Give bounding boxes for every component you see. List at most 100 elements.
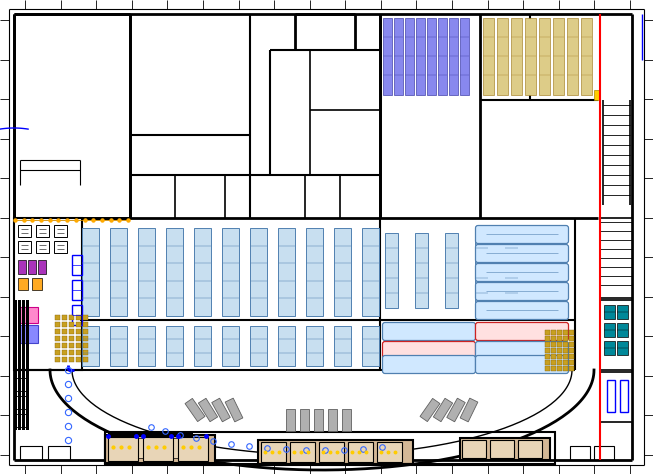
Bar bbox=[511, 18, 522, 95]
Bar bbox=[69, 322, 74, 327]
Bar bbox=[385, 233, 398, 308]
Bar bbox=[328, 409, 336, 431]
Bar bbox=[334, 326, 351, 366]
Bar bbox=[16, 378, 28, 391]
Bar bbox=[563, 348, 568, 353]
Bar bbox=[415, 233, 428, 308]
Bar bbox=[83, 329, 88, 334]
Bar bbox=[76, 329, 81, 334]
Bar bbox=[563, 330, 568, 335]
Bar bbox=[212, 398, 231, 422]
Bar bbox=[62, 350, 67, 355]
Bar bbox=[76, 357, 81, 362]
FancyBboxPatch shape bbox=[475, 356, 569, 374]
Bar bbox=[475, 233, 488, 308]
Bar bbox=[604, 305, 615, 319]
FancyBboxPatch shape bbox=[383, 341, 475, 359]
Bar bbox=[420, 399, 440, 421]
Bar bbox=[462, 440, 486, 458]
Bar bbox=[278, 326, 295, 366]
Bar bbox=[82, 326, 99, 366]
Bar bbox=[557, 366, 562, 371]
Bar bbox=[551, 348, 556, 353]
Bar bbox=[449, 18, 458, 95]
Bar bbox=[76, 350, 81, 355]
FancyBboxPatch shape bbox=[475, 245, 569, 263]
Bar bbox=[313, 409, 323, 431]
Bar bbox=[557, 336, 562, 341]
Bar bbox=[62, 322, 67, 327]
Bar bbox=[438, 18, 447, 95]
Bar bbox=[55, 350, 60, 355]
Bar bbox=[72, 280, 82, 300]
Bar bbox=[178, 437, 208, 461]
Bar bbox=[166, 326, 183, 366]
Bar bbox=[69, 350, 74, 355]
Bar bbox=[194, 228, 211, 316]
Bar bbox=[108, 437, 138, 461]
Bar bbox=[563, 354, 568, 359]
Bar bbox=[505, 233, 518, 308]
Bar bbox=[483, 18, 494, 95]
Bar bbox=[447, 398, 466, 422]
Bar bbox=[16, 414, 28, 427]
Bar bbox=[69, 336, 74, 341]
Bar bbox=[620, 380, 628, 412]
Bar bbox=[569, 366, 574, 371]
Bar bbox=[72, 305, 82, 325]
Bar bbox=[285, 409, 295, 431]
Bar bbox=[545, 354, 550, 359]
Bar bbox=[525, 18, 536, 95]
Bar bbox=[362, 326, 379, 366]
Bar bbox=[18, 241, 31, 253]
Bar bbox=[570, 446, 590, 460]
Bar bbox=[600, 372, 632, 422]
Bar bbox=[607, 380, 615, 412]
Bar bbox=[38, 260, 46, 274]
Bar bbox=[48, 446, 70, 460]
Bar bbox=[83, 322, 88, 327]
FancyBboxPatch shape bbox=[383, 356, 475, 374]
Bar bbox=[290, 442, 315, 462]
Bar bbox=[551, 354, 556, 359]
Bar bbox=[557, 354, 562, 359]
Bar bbox=[108, 438, 208, 458]
Bar bbox=[600, 218, 632, 298]
Bar bbox=[22, 300, 25, 430]
Bar bbox=[319, 442, 344, 462]
Bar bbox=[69, 343, 74, 348]
Bar bbox=[76, 336, 81, 341]
Bar bbox=[545, 366, 550, 371]
Bar bbox=[604, 323, 615, 337]
Bar bbox=[551, 342, 556, 347]
Bar bbox=[83, 350, 88, 355]
Bar bbox=[563, 342, 568, 347]
Bar bbox=[55, 315, 60, 320]
Bar bbox=[18, 300, 21, 430]
Bar bbox=[28, 260, 36, 274]
Bar bbox=[18, 225, 31, 237]
Bar bbox=[278, 228, 295, 316]
Bar bbox=[557, 348, 562, 353]
Bar bbox=[185, 399, 205, 421]
Bar bbox=[557, 342, 562, 347]
Bar bbox=[581, 18, 592, 95]
Bar bbox=[26, 300, 29, 430]
Bar bbox=[16, 396, 28, 409]
Bar bbox=[222, 326, 239, 366]
Bar bbox=[557, 330, 562, 335]
Bar bbox=[569, 330, 574, 335]
Bar bbox=[194, 326, 211, 366]
Bar bbox=[563, 360, 568, 365]
Bar bbox=[362, 228, 379, 316]
Bar bbox=[553, 18, 564, 95]
Bar bbox=[20, 307, 38, 323]
Bar bbox=[83, 315, 88, 320]
Bar bbox=[567, 18, 578, 95]
Bar bbox=[14, 300, 17, 430]
Bar bbox=[490, 440, 514, 458]
Bar bbox=[405, 18, 414, 95]
FancyBboxPatch shape bbox=[475, 341, 569, 359]
Bar bbox=[62, 329, 67, 334]
FancyBboxPatch shape bbox=[475, 226, 569, 244]
